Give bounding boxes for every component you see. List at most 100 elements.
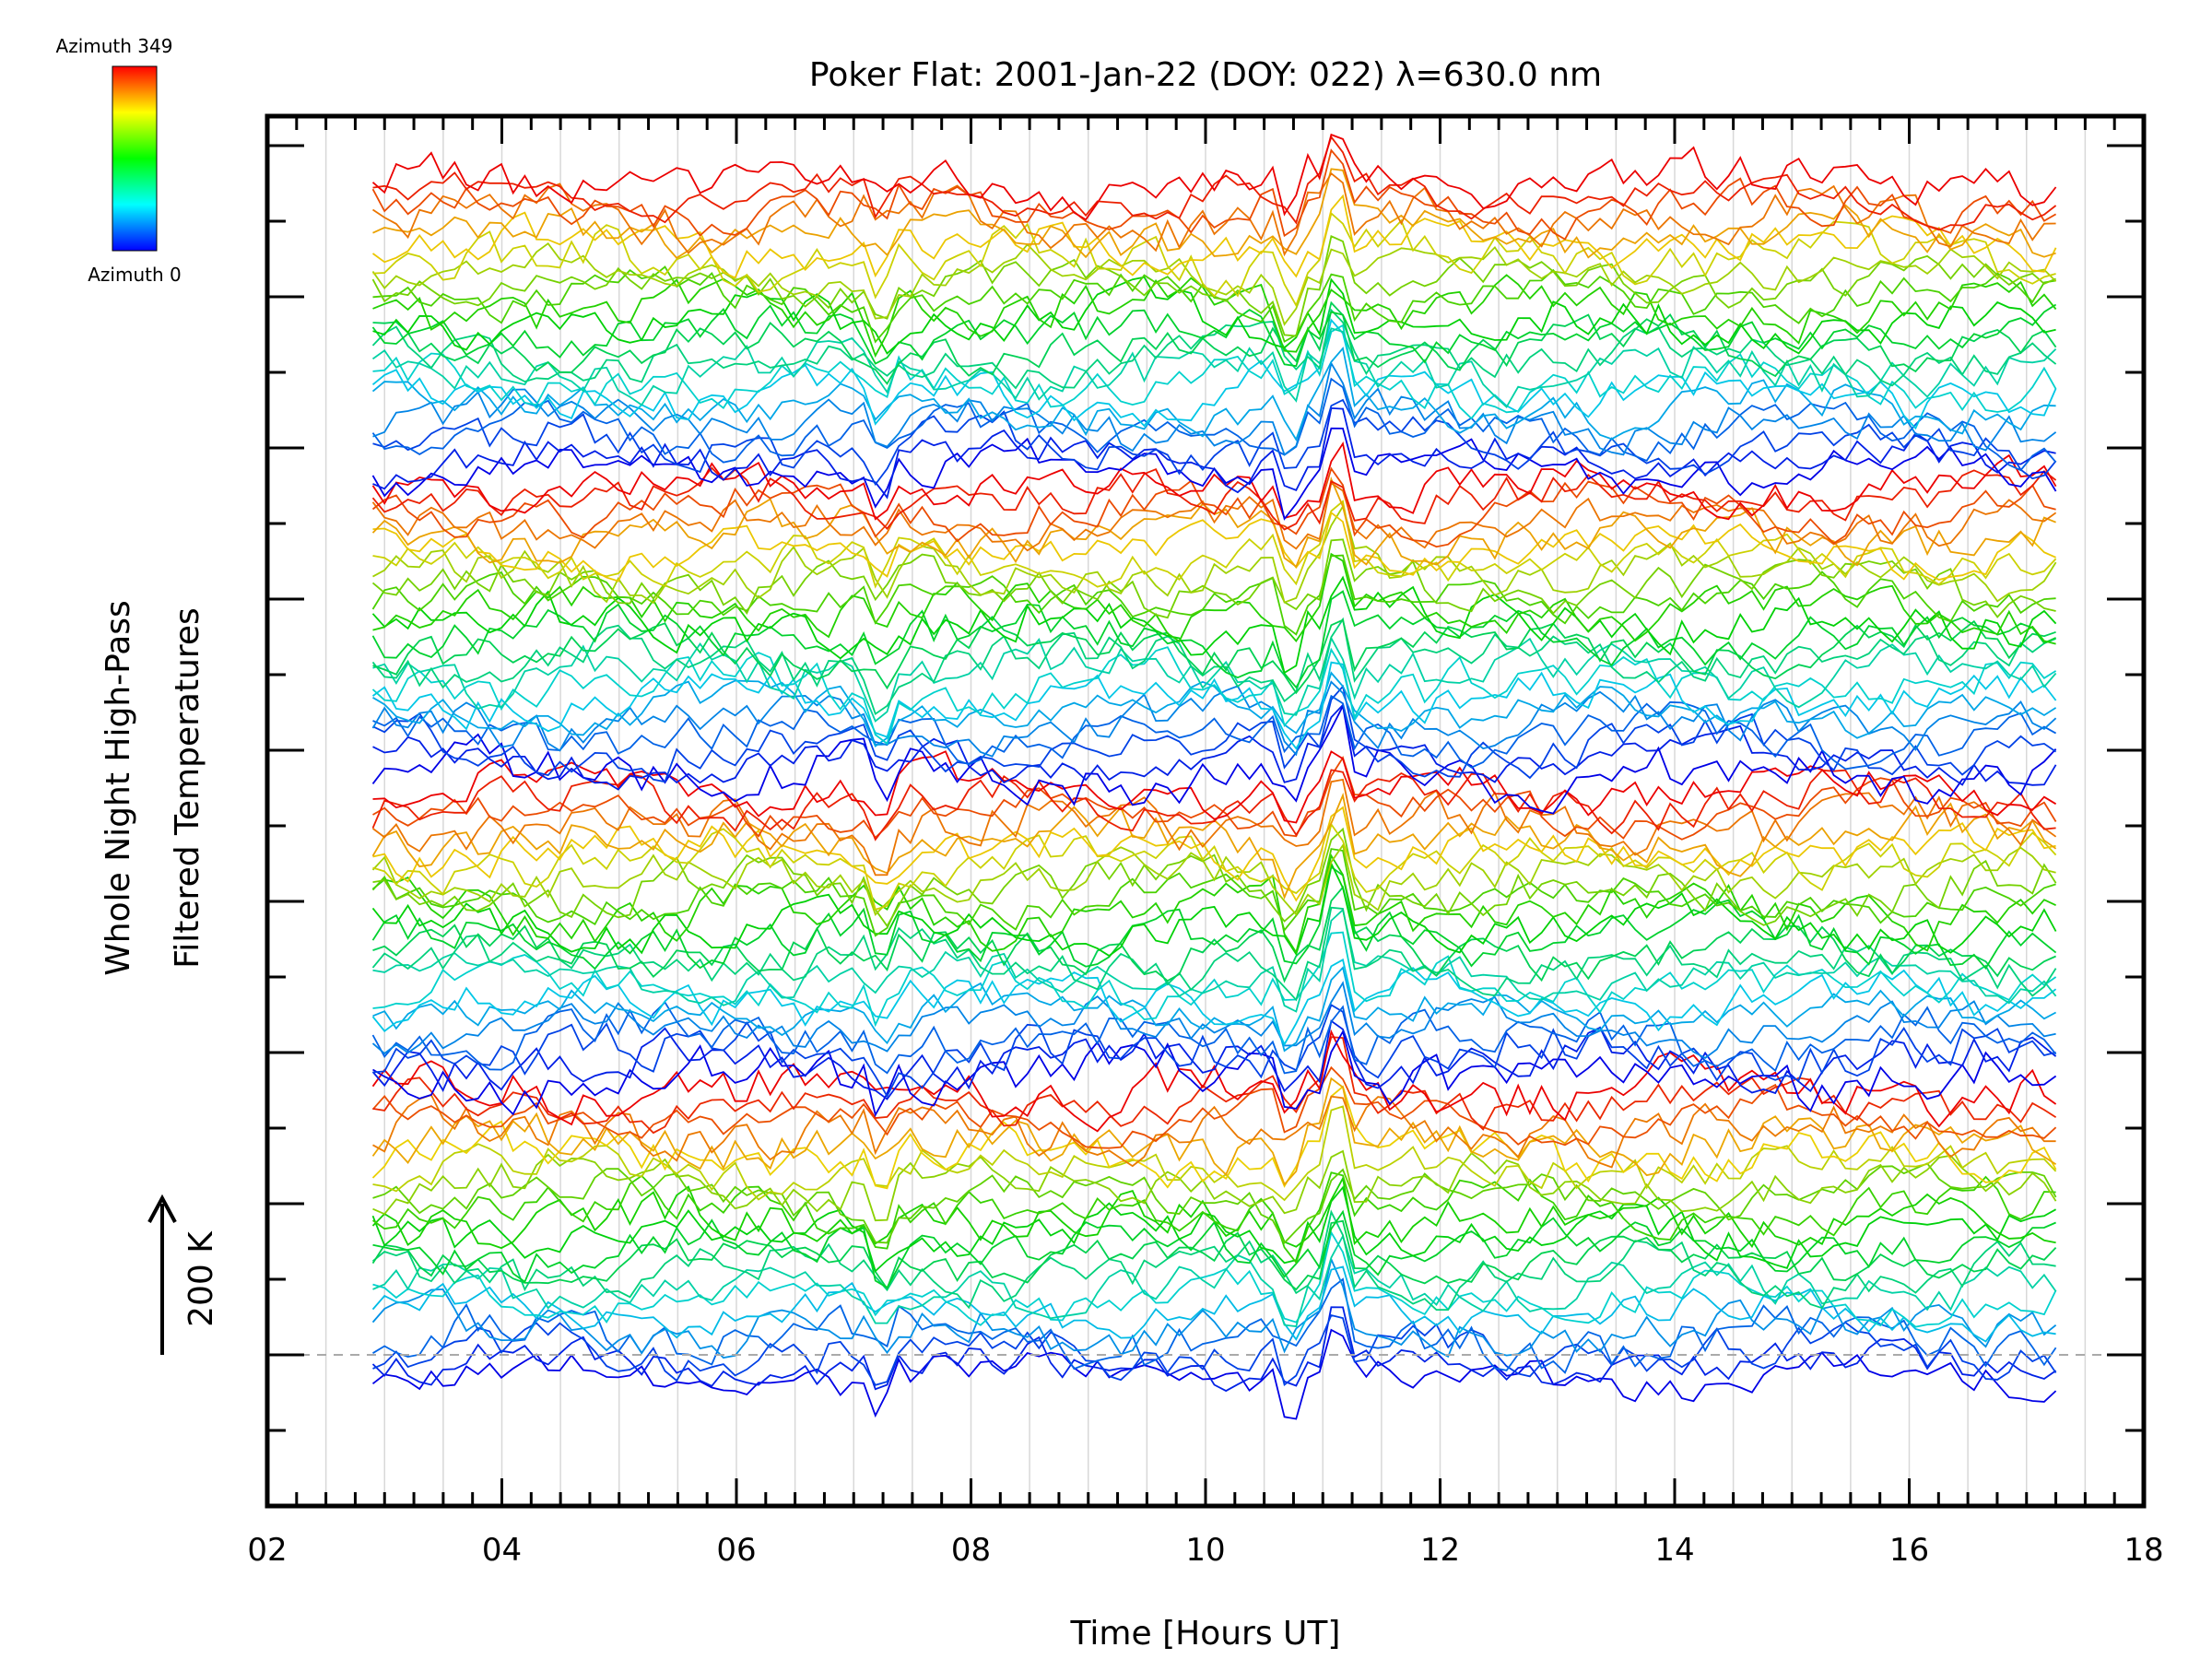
series-line [371, 1019, 2057, 1100]
colorbar [112, 65, 158, 252]
series-line [372, 324, 2057, 420]
series-line [371, 554, 2056, 636]
series-line [371, 1065, 2057, 1149]
series-line [371, 861, 2057, 958]
series-line [371, 133, 2057, 221]
y-axis-label-line2: Filtered Temperatures [169, 607, 206, 969]
series-line [372, 504, 2057, 605]
series-line [371, 303, 2057, 368]
series-line [371, 680, 2057, 758]
series-line [372, 1149, 2057, 1222]
x-axis-label: Time [Hours UT] [1070, 1615, 1341, 1653]
series-line [371, 1085, 2057, 1190]
series-line [371, 1265, 2056, 1343]
series-line [372, 827, 2057, 928]
x-tick-label: 06 [716, 1532, 756, 1569]
series-line [371, 466, 2057, 531]
series-line [371, 1219, 2057, 1291]
x-tick-labels: 02 04 06 08 10 12 14 16 18 [247, 1532, 2163, 1569]
series-line [372, 908, 2057, 1013]
series-line [371, 347, 2056, 441]
series-line [372, 1230, 2057, 1328]
x-tick-label: 18 [2124, 1532, 2163, 1569]
scale-bar-label: 200 K [182, 1230, 220, 1327]
series-line [371, 853, 2056, 955]
series-line [371, 466, 2056, 548]
x-tick-label: 02 [247, 1532, 287, 1569]
x-tick-label: 08 [951, 1532, 991, 1569]
series-line [371, 148, 2057, 241]
series-line [371, 778, 2057, 877]
colorbar-bottom-label: Azimuth 0 [88, 264, 182, 286]
series-line [372, 276, 2056, 355]
series-line [371, 617, 2056, 716]
series-line [371, 1328, 2057, 1420]
series-line [372, 1036, 2057, 1135]
series-line [372, 552, 2056, 645]
x-tick-label: 16 [1889, 1532, 1929, 1569]
series-line [372, 671, 2057, 747]
series-line [372, 1162, 2057, 1245]
series-line [372, 406, 2056, 500]
series-line [372, 755, 2057, 841]
series-line [372, 616, 2056, 695]
series-line [371, 958, 2057, 1047]
series-line [372, 684, 2057, 783]
series-line [372, 694, 2057, 771]
scale-bar-arrow-head [147, 1194, 177, 1223]
series-line [371, 1077, 2057, 1186]
series-line [372, 1313, 2057, 1386]
x-tick-label: 14 [1654, 1532, 1694, 1569]
series-line [371, 1306, 2057, 1393]
series-line [372, 1209, 2056, 1289]
series-line [372, 265, 2056, 344]
series-line [372, 398, 2057, 487]
series-line [371, 981, 2056, 1059]
series-line [371, 703, 2057, 815]
series-line [371, 1001, 2057, 1075]
series-line [371, 481, 2057, 552]
series-line [372, 1233, 2057, 1328]
series-line [372, 931, 2057, 1028]
series-line [372, 822, 2057, 912]
series-line [372, 168, 2056, 260]
series-line [372, 360, 2057, 456]
axis-ticks [265, 116, 2146, 1506]
series-line [372, 211, 2056, 308]
series-line [371, 590, 2056, 689]
y-axis-label-line1: Whole Night High-Pass [100, 600, 137, 976]
series-line [371, 318, 2057, 430]
chart-title: Poker Flat: 2001-Jan-22 (DOY: 022) λ=630… [809, 56, 1602, 94]
series-line [371, 769, 2056, 841]
series-line [372, 300, 2057, 385]
series-line [372, 703, 2057, 791]
x-tick-label: 04 [482, 1532, 522, 1569]
series-line [371, 327, 2057, 409]
series-line [371, 575, 2057, 675]
series-line [371, 1209, 2056, 1311]
series-line [371, 843, 2056, 916]
series-line [372, 1105, 2057, 1202]
series-line [372, 750, 2057, 824]
series-line [372, 966, 2057, 1053]
series-line [372, 135, 2057, 231]
series-line [372, 1003, 2056, 1099]
series-line [372, 1093, 2056, 1169]
series-line [371, 906, 2057, 1002]
series-line [371, 1175, 2056, 1250]
x-tick-label: 10 [1185, 1532, 1225, 1569]
series-line [371, 441, 2057, 521]
series-line [371, 377, 2057, 472]
series-line [372, 274, 2057, 359]
series-line [371, 1256, 2057, 1359]
series-line [372, 635, 2057, 723]
traces [371, 133, 2057, 1420]
series-line [372, 1029, 2057, 1118]
series-line [371, 171, 2056, 257]
series-line [371, 646, 2057, 746]
x-tick-label: 12 [1420, 1532, 1460, 1569]
series-line [371, 1185, 2057, 1273]
series-line [372, 500, 2057, 589]
colorbar-top-label: Azimuth 349 [56, 35, 173, 57]
